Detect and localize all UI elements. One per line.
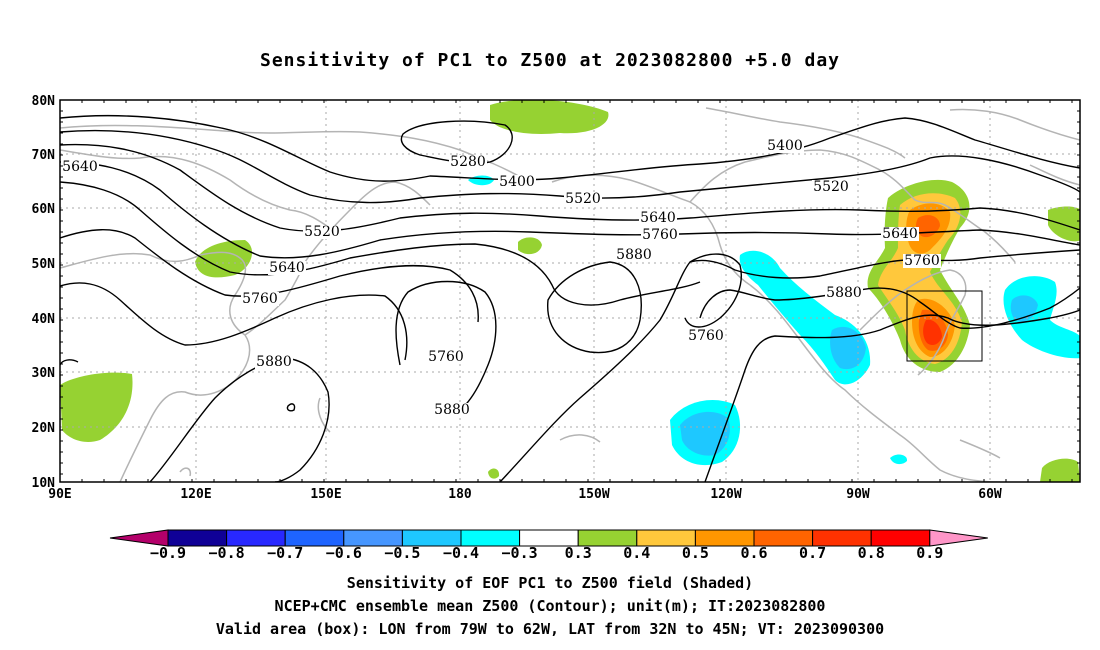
colorbar-label: 0.7 xyxy=(799,544,826,562)
colorbar-label: −0.8 xyxy=(209,544,245,562)
contour-label: 5760 xyxy=(642,227,678,243)
contour-label-bg xyxy=(498,175,536,189)
contour-label-bg xyxy=(881,227,919,241)
colorbar-label: 0.8 xyxy=(858,544,885,562)
contour-label-bg xyxy=(639,211,677,225)
contour-label: 5760 xyxy=(242,291,278,307)
contour-label-bg xyxy=(303,225,341,239)
contour-label-bg xyxy=(687,329,725,343)
contour-label-bg xyxy=(564,192,602,206)
contour-label-bg xyxy=(641,228,679,242)
axis-ticks xyxy=(59,99,1080,482)
colorbar-label: 0.6 xyxy=(740,544,767,562)
gridlines xyxy=(60,100,1080,482)
contour-label-bg xyxy=(812,180,850,194)
colorbar-label: −0.6 xyxy=(326,544,362,562)
shade-negative-low xyxy=(468,175,1080,466)
contour-label-bg xyxy=(615,248,653,262)
lon-label: 90E xyxy=(48,487,71,502)
colorbar-label: −0.7 xyxy=(267,544,303,562)
colorbar-label: 0.3 xyxy=(565,544,592,562)
contour-label-bg xyxy=(449,155,487,169)
caption-line-3: Valid area (box): LON from 79W to 62W, L… xyxy=(215,620,885,638)
contour-label-bg xyxy=(427,350,465,364)
contour-label-bg xyxy=(241,292,279,306)
contour-label: 5280 xyxy=(450,154,486,170)
colorbar-label: −0.9 xyxy=(150,544,186,562)
lon-label: 60W xyxy=(978,487,1002,502)
lat-label: 20N xyxy=(32,421,56,436)
colorbar-label: 0.9 xyxy=(916,544,943,562)
lon-label: 180 xyxy=(448,487,472,502)
colorbar-label: 0.4 xyxy=(623,544,650,562)
lon-label: 120E xyxy=(180,487,211,502)
lon-label: 150E xyxy=(310,487,341,502)
contour-label: 5760 xyxy=(428,349,464,365)
lat-label: 40N xyxy=(32,312,56,327)
contour-label-bg xyxy=(825,286,863,300)
lon-label: 120W xyxy=(710,487,741,502)
shade-positive-max xyxy=(923,319,942,345)
lat-label: 50N xyxy=(32,257,56,272)
plot-frame xyxy=(59,99,1081,483)
contour-label: 5760 xyxy=(904,253,940,269)
colorbar-right-arrow xyxy=(929,529,988,547)
contour-label: 5880 xyxy=(616,247,652,263)
contour-label: 5520 xyxy=(304,224,340,240)
colorbar-label: −0.3 xyxy=(502,544,538,562)
longitude-labels: 90E 120E 150E 180 150W 120W 90W 60W xyxy=(48,487,1002,502)
contour-label: 5640 xyxy=(640,210,676,226)
contour-label: 5400 xyxy=(499,174,535,190)
contour-label: 5520 xyxy=(565,191,601,207)
colorbar-labels: −0.9 −0.8 −0.7 −0.6 −0.5 −0.4 −0.3 0.3 0.4 0.5 0.6… xyxy=(150,544,943,562)
z500-contours xyxy=(60,114,1080,482)
map-title: Sensitivity of PC1 to Z500 at 2023082800… xyxy=(259,50,840,71)
colorbar-label: 0.5 xyxy=(682,544,709,562)
lat-label: 30N xyxy=(32,366,56,381)
contour-label: 5880 xyxy=(434,402,470,418)
latitude-labels: 80N 70N 60N 50N 40N 30N 20N 10N xyxy=(32,94,56,491)
contour-label: 5520 xyxy=(813,179,849,195)
contour-label: 5400 xyxy=(767,138,803,154)
contour-label-bg xyxy=(268,261,306,275)
lat-label: 10N xyxy=(32,476,56,491)
colorbar-label: −0.4 xyxy=(443,544,479,562)
contour-label: 5640 xyxy=(62,159,98,175)
caption-line-1: Sensitivity of EOF PC1 to Z500 field (Sh… xyxy=(346,574,754,592)
lon-label: 150W xyxy=(578,487,609,502)
contour-label-bg xyxy=(61,160,99,174)
caption-line-2: NCEP+CMC ensemble mean Z500 (Contour); u… xyxy=(274,597,826,615)
contour-label: 5880 xyxy=(826,285,862,301)
contour-label-bg xyxy=(766,139,804,153)
contour-label: 5760 xyxy=(688,328,724,344)
contour-label: 5640 xyxy=(882,226,918,242)
contour-labels: 5280540054005520552056405640564057605760… xyxy=(61,138,941,418)
valid-area-box xyxy=(906,290,983,362)
contour-label-bg xyxy=(903,254,941,268)
contour-label: 5640 xyxy=(269,260,305,276)
lat-label: 80N xyxy=(32,94,56,109)
lat-label: 70N xyxy=(32,148,56,163)
colorbar xyxy=(109,529,988,547)
contour-label-bg xyxy=(433,403,471,417)
contour-label: 5880 xyxy=(256,354,292,370)
colorbar-label: −0.5 xyxy=(384,544,420,562)
lon-label: 90W xyxy=(846,487,870,502)
contour-label-bg xyxy=(255,355,293,369)
lat-label: 60N xyxy=(32,202,56,217)
